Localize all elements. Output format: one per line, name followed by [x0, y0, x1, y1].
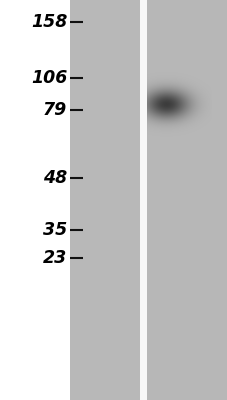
Text: 79: 79 [43, 101, 67, 119]
Text: 158: 158 [31, 13, 67, 31]
Bar [140, 0, 146, 400]
Bar [69, 0, 140, 400]
Text: 35: 35 [43, 221, 67, 239]
Text: 48: 48 [43, 169, 67, 187]
Text: 106: 106 [31, 69, 67, 87]
Text: 23: 23 [43, 249, 67, 267]
